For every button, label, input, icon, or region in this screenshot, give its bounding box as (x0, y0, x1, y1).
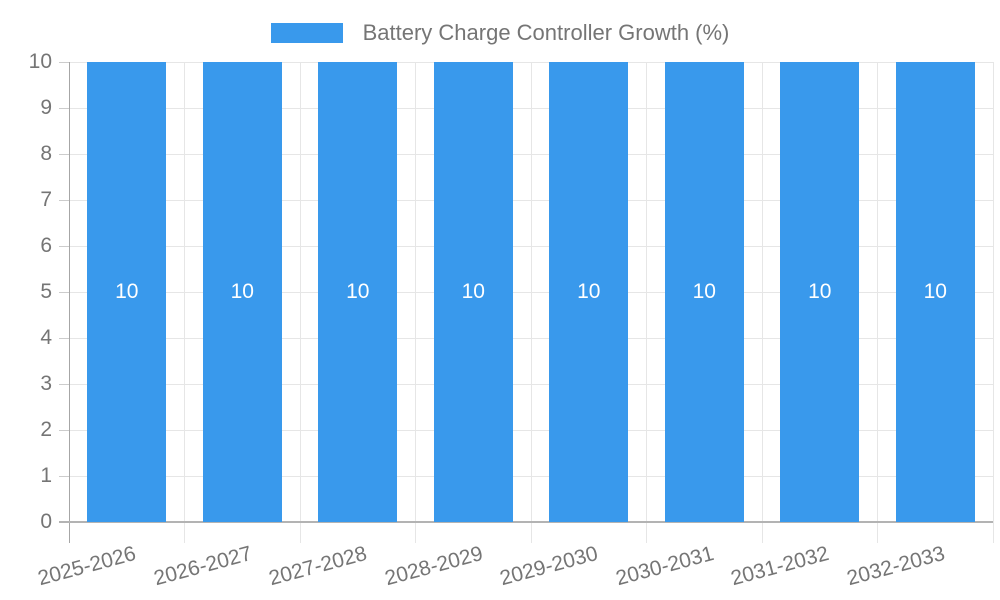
v-gridline (415, 62, 416, 543)
y-tick-label: 2 (40, 418, 52, 441)
x-tick-label: 2029-2030 (497, 542, 601, 591)
x-tick-label: 2031-2032 (728, 542, 832, 591)
y-tick-mark (59, 62, 69, 63)
v-gridline (877, 62, 878, 543)
bar-value-label: 10 (577, 280, 601, 303)
chart-title: Battery Charge Controller Growth (%) (362, 20, 730, 45)
v-gridline (530, 62, 532, 543)
bar[interactable] (895, 62, 975, 522)
y-tick-label: 3 (40, 372, 52, 395)
bar[interactable] (433, 62, 513, 522)
bar[interactable] (87, 62, 167, 522)
chart-legend: Battery Charge Controller Growth (%) (0, 16, 1000, 50)
v-gridline (184, 62, 185, 543)
y-axis-line (69, 62, 70, 543)
bar[interactable] (318, 62, 398, 522)
y-tick-label: 0 (40, 510, 52, 533)
y-tick-label: 8 (40, 142, 52, 165)
bar[interactable] (549, 62, 629, 522)
y-tick-label: 9 (40, 96, 52, 119)
bar-value-label: 10 (923, 280, 947, 303)
y-tick-mark (59, 200, 69, 201)
x-tick-label: 2025-2026 (35, 542, 139, 591)
y-tick-mark (59, 384, 69, 385)
y-tick-mark (59, 476, 69, 477)
y-tick-mark (59, 338, 69, 339)
v-gridline (299, 62, 301, 543)
v-gridline (646, 62, 647, 543)
y-tick-label: 5 (40, 280, 52, 303)
v-gridline (761, 62, 763, 543)
y-tick-mark (59, 154, 69, 155)
x-axis-line (59, 521, 993, 523)
bar-value-label: 10 (115, 280, 139, 303)
bar-value-label: 10 (692, 280, 716, 303)
y-tick-mark (59, 430, 69, 431)
y-tick-mark (59, 246, 69, 247)
y-tick-label: 7 (40, 188, 52, 211)
y-tick-label: 10 (28, 50, 52, 73)
v-gridline (992, 62, 994, 543)
x-tick-label: 2032-2033 (844, 542, 948, 591)
y-tick-mark (59, 108, 69, 109)
bar[interactable] (780, 62, 860, 522)
y-tick-label: 1 (40, 464, 52, 487)
legend-swatch (270, 23, 343, 43)
plot-area: 10 10 10 10 10 10 10 10 (59, 62, 994, 543)
bar[interactable] (664, 62, 744, 522)
y-tick-label: 4 (40, 326, 52, 349)
x-tick-label: 2027-2028 (266, 542, 370, 591)
bar-value-label: 10 (461, 280, 485, 303)
x-tick-label: 2026-2027 (151, 542, 255, 591)
x-tick-label: 2028-2029 (382, 542, 486, 591)
y-tick-mark (59, 292, 69, 293)
bar-value-label: 10 (346, 280, 370, 303)
bar-value-label: 10 (230, 280, 254, 303)
x-tick-label: 2030-2031 (613, 542, 717, 591)
bar-value-label: 10 (808, 280, 832, 303)
y-tick-label: 6 (40, 234, 52, 257)
bar[interactable] (202, 62, 282, 522)
